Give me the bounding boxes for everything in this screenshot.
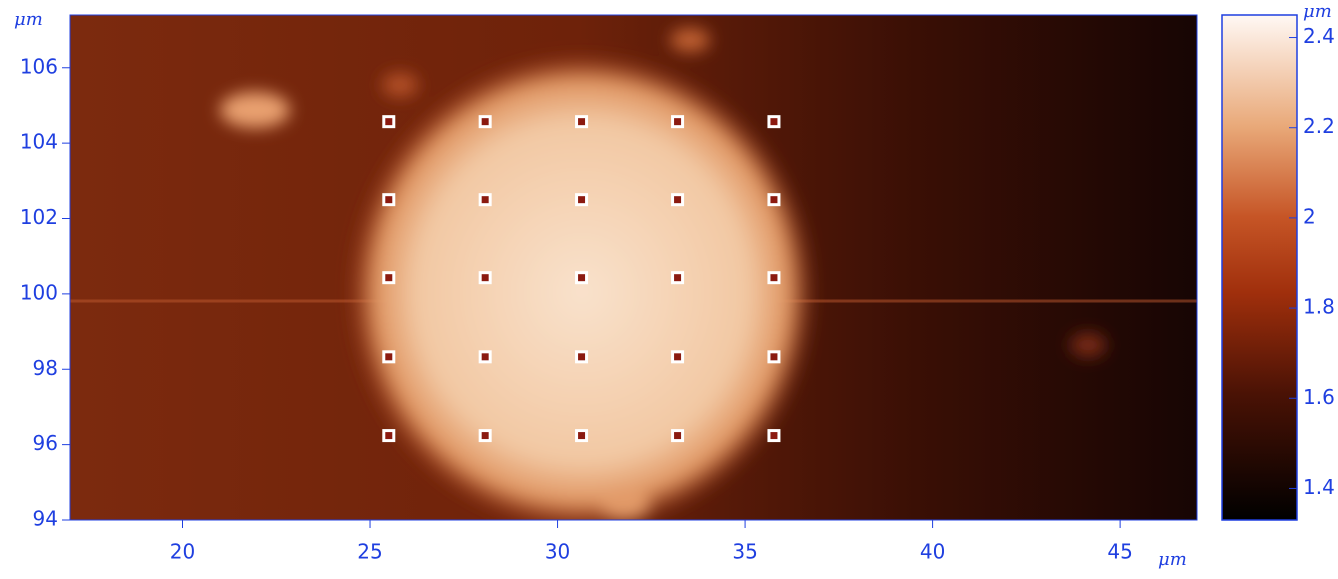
marker (384, 352, 394, 362)
y-tick-label: 100 (20, 280, 58, 304)
height-map (70, 15, 1197, 532)
x-tick-label: 35 (732, 540, 757, 564)
marker (577, 273, 587, 283)
marker (673, 273, 683, 283)
marker (480, 431, 490, 441)
marker (673, 352, 683, 362)
y-tick-label: 106 (20, 54, 58, 78)
x-tick-label: 25 (357, 540, 382, 564)
colorbar-tick-label: 2.4 (1303, 24, 1335, 48)
x-tick-label: 20 (170, 540, 195, 564)
marker (577, 352, 587, 362)
marker (480, 195, 490, 205)
marker (480, 273, 490, 283)
colorbar (1222, 15, 1297, 520)
colorbar-tick-label: 2 (1303, 204, 1316, 228)
marker (384, 431, 394, 441)
marker (769, 431, 779, 441)
x-tick-label: 45 (1107, 540, 1132, 564)
chart: μm μm μm 20 25 30 35 40 45 94 96 98 100 102 104 106 1… (0, 0, 1338, 575)
y-tick-label: 104 (20, 130, 58, 154)
marker (480, 117, 490, 127)
marker (673, 431, 683, 441)
marker (769, 352, 779, 362)
marker (577, 117, 587, 127)
colorbar-tick-label: 1.4 (1303, 475, 1335, 499)
marker (577, 431, 587, 441)
marker (480, 352, 490, 362)
colorbar-unit: μm (1303, 1, 1332, 22)
marker (384, 195, 394, 205)
colorbar-tick-label: 1.8 (1303, 295, 1335, 319)
y-tick-label: 98 (33, 356, 58, 380)
colorbar-tick-label: 2.2 (1303, 114, 1335, 138)
marker (769, 195, 779, 205)
marker (673, 117, 683, 127)
marker (769, 273, 779, 283)
y-unit: μm (14, 9, 43, 30)
x-unit: μm (1158, 549, 1187, 570)
y-tick-label: 94 (33, 507, 58, 531)
marker (673, 195, 683, 205)
x-tick-label: 30 (545, 540, 570, 564)
x-tick-label: 40 (920, 540, 945, 564)
y-tick-label: 96 (33, 431, 58, 455)
colorbar-tick-label: 1.6 (1303, 385, 1335, 409)
marker (384, 273, 394, 283)
y-tick-label: 102 (20, 205, 58, 229)
marker (577, 195, 587, 205)
marker (384, 117, 394, 127)
marker (769, 117, 779, 127)
